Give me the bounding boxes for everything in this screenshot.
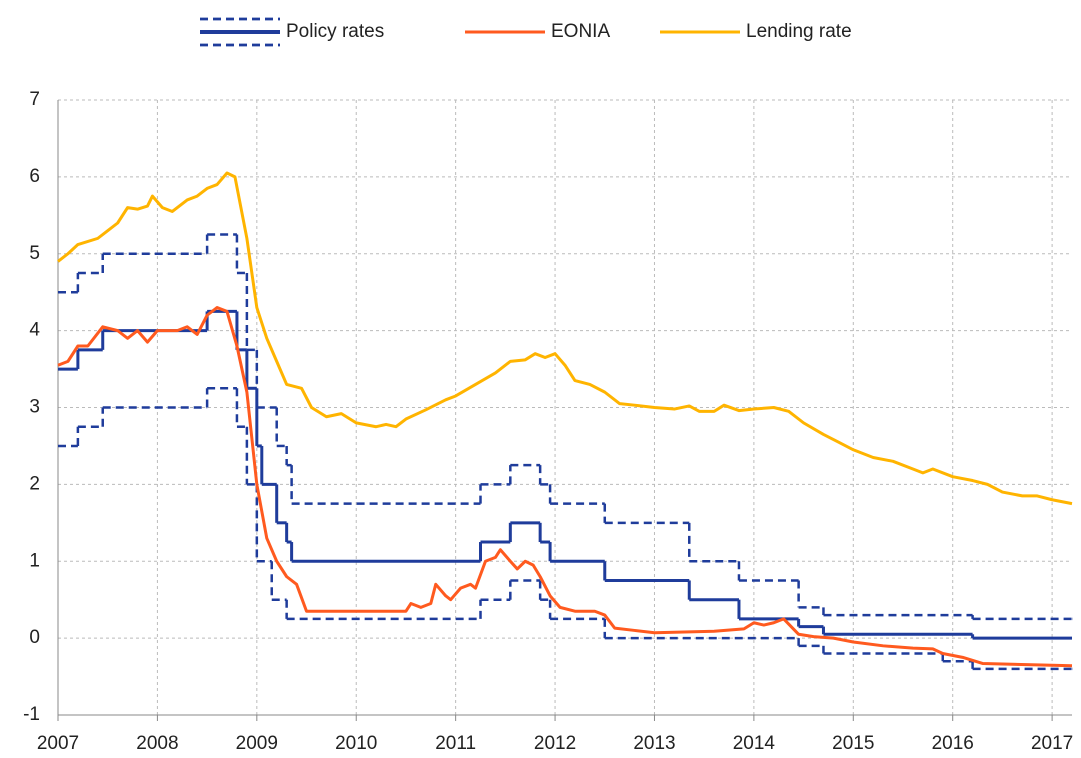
x-tick-label: 2010 xyxy=(335,733,377,754)
y-tick-label: 3 xyxy=(29,397,40,418)
y-tick-label: 1 xyxy=(29,550,40,571)
x-tick-label: 2014 xyxy=(733,733,776,754)
legend-label: EONIA xyxy=(551,21,610,42)
x-tick-label: 2007 xyxy=(37,733,79,754)
x-tick-label: 2017 xyxy=(1031,733,1073,754)
x-tick-label: 2015 xyxy=(832,733,874,754)
y-tick-label: 4 xyxy=(29,320,40,341)
y-tick-label: 7 xyxy=(29,89,40,110)
x-tick-label: 2009 xyxy=(236,733,278,754)
legend-label: Lending rate xyxy=(746,21,852,42)
series-line xyxy=(57,171,1073,506)
x-tick-label: 2011 xyxy=(435,733,476,754)
x-tick-label: 2013 xyxy=(633,733,675,754)
legend-label: Policy rates xyxy=(286,21,384,42)
x-tick-label: 2016 xyxy=(932,733,974,754)
x-tick-label: 2008 xyxy=(136,733,178,754)
y-tick-label: 2 xyxy=(29,473,40,494)
x-tick-label: 2012 xyxy=(534,733,576,754)
y-tick-label: 5 xyxy=(29,243,40,264)
y-tick-label: 0 xyxy=(29,627,40,648)
series-line xyxy=(57,306,1073,668)
y-tick-label: 6 xyxy=(29,166,40,187)
y-tick-label: -1 xyxy=(23,704,40,725)
